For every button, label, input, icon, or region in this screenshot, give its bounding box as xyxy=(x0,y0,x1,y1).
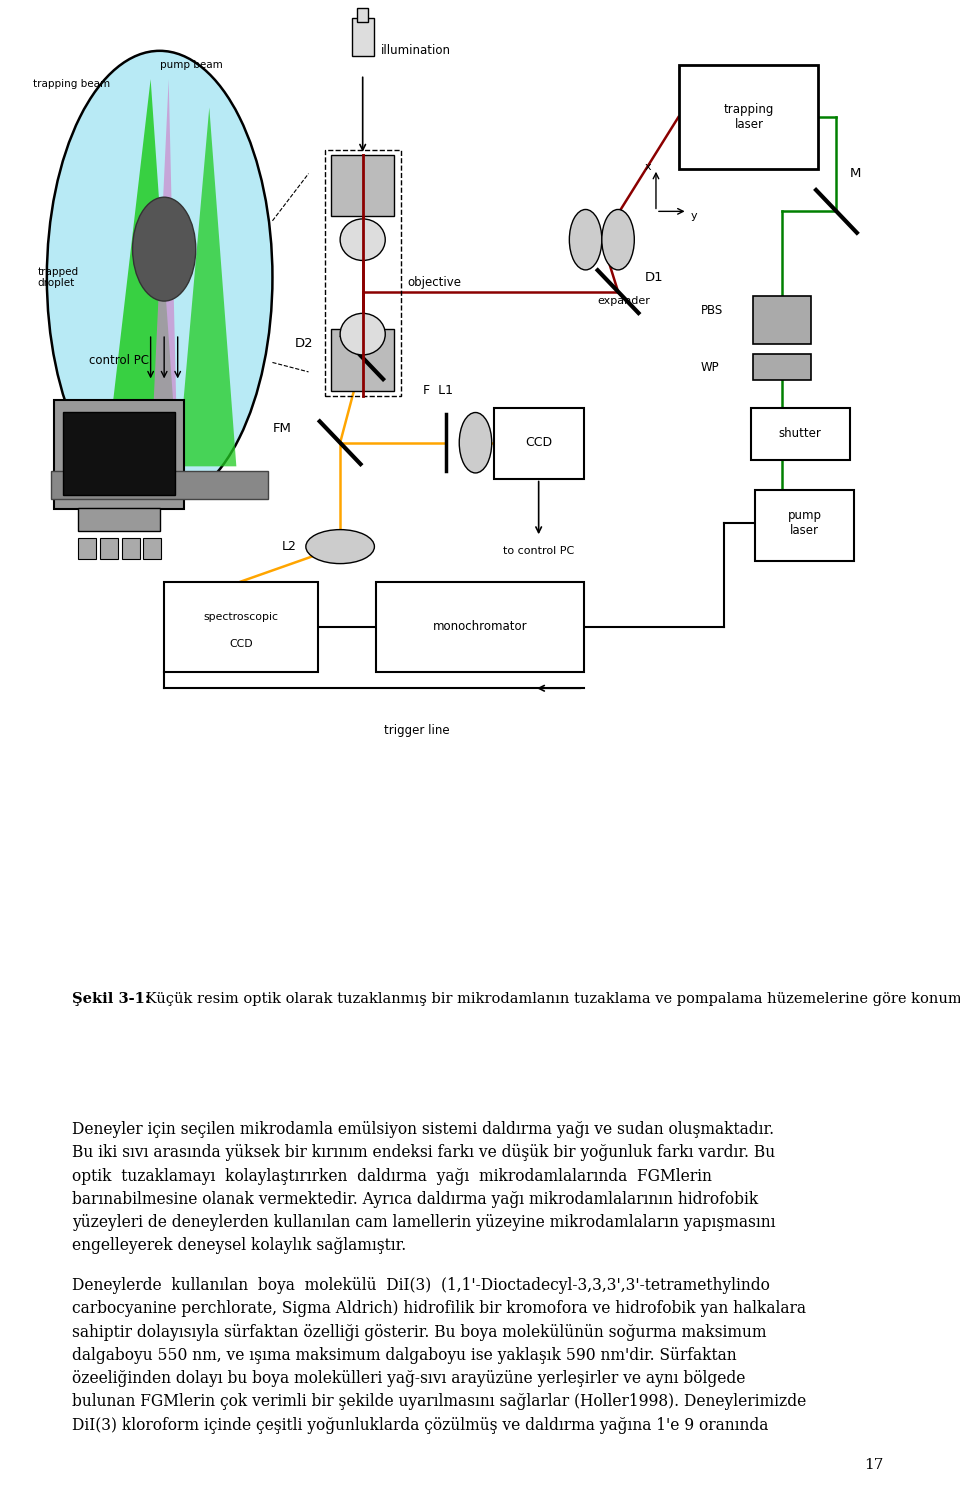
Text: D1: D1 xyxy=(645,271,663,283)
Ellipse shape xyxy=(459,412,492,474)
Text: sahiptir dolayısıyla sürfaktan özelliği gösterir. Bu boya molekülünün soğurma ma: sahiptir dolayısıyla sürfaktan özelliği … xyxy=(72,1324,766,1340)
Ellipse shape xyxy=(340,313,385,355)
Text: objective: objective xyxy=(408,276,462,289)
Text: dalgaboyu 550 nm, ve ışıma maksimum dalgaboyu ise yaklaşık 590 nm'dir. Sürfaktan: dalgaboyu 550 nm, ve ışıma maksimum dalg… xyxy=(72,1348,736,1364)
Text: trapped
droplet: trapped droplet xyxy=(37,267,79,288)
Bar xyxy=(51,471,268,499)
Bar xyxy=(63,412,175,495)
Text: control PC: control PC xyxy=(89,354,149,367)
Text: D2: D2 xyxy=(295,337,314,351)
Ellipse shape xyxy=(132,198,196,301)
Bar xyxy=(331,330,395,391)
Text: Şekil 3-1:: Şekil 3-1: xyxy=(72,992,151,1006)
Bar xyxy=(143,538,161,559)
Text: illumination: illumination xyxy=(381,45,451,57)
Text: özeeliğinden dolayı bu boya molekülleri yağ-sıvı arayüzüne yerleşirler ve aynı b: özeeliğinden dolayı bu boya molekülleri … xyxy=(72,1370,745,1387)
Text: y: y xyxy=(690,211,697,220)
Bar xyxy=(751,408,850,460)
Text: CCD: CCD xyxy=(525,436,552,450)
Text: to control PC: to control PC xyxy=(503,546,574,556)
Text: yüzeyleri de deneylerden kullanılan cam lamellerin yüzeyine mikrodamlaların yapı: yüzeyleri de deneylerden kullanılan cam … xyxy=(72,1214,776,1231)
Bar xyxy=(679,64,818,169)
Text: Deneyler için seçilen mikrodamla emülsiyon sistemi daldırma yağı ve sudan oluşma: Deneyler için seçilen mikrodamla emülsiy… xyxy=(72,1121,774,1138)
Text: expander: expander xyxy=(597,297,650,306)
Polygon shape xyxy=(151,79,178,466)
Ellipse shape xyxy=(602,210,635,270)
Text: FM: FM xyxy=(273,423,291,435)
Text: pump beam: pump beam xyxy=(159,60,223,70)
Text: WP: WP xyxy=(701,361,720,373)
Polygon shape xyxy=(106,79,178,466)
Text: Küçük resim optik olarak tuzaklanmış bir mikrodamlanın tuzaklama ve pompalama hü: Küçük resim optik olarak tuzaklanmış bir… xyxy=(141,992,960,1006)
Text: trigger line: trigger line xyxy=(384,724,449,738)
Bar xyxy=(754,354,811,381)
Text: pump
laser: pump laser xyxy=(788,510,822,537)
Bar xyxy=(79,508,159,531)
Text: monochromator: monochromator xyxy=(433,621,527,634)
Bar xyxy=(376,583,584,672)
Bar xyxy=(756,490,854,561)
Text: Bu iki sıvı arasında yüksek bir kırınım endeksi farkı ve düşük bir yoğunluk fark: Bu iki sıvı arasında yüksek bir kırınım … xyxy=(72,1145,775,1162)
Text: shutter: shutter xyxy=(779,427,822,439)
Text: trapping
laser: trapping laser xyxy=(724,103,774,130)
Text: L2: L2 xyxy=(281,540,297,553)
Text: trapping beam: trapping beam xyxy=(34,79,110,88)
Text: F  L1: F L1 xyxy=(423,384,453,397)
Bar xyxy=(100,538,118,559)
Text: carbocyanine perchlorate, Sigma Aldrich) hidrofilik bir kromofora ve hidrofobik : carbocyanine perchlorate, Sigma Aldrich)… xyxy=(72,1300,806,1318)
Bar xyxy=(324,150,400,396)
Text: CCD: CCD xyxy=(229,639,252,649)
Bar xyxy=(352,18,373,55)
Text: bulunan FGMlerin çok verimli bir şekilde uyarılmasını sağlarlar (Holler1998). De: bulunan FGMlerin çok verimli bir şekilde… xyxy=(72,1394,806,1411)
Text: engelleyerek deneysel kolaylık sağlamıştır.: engelleyerek deneysel kolaylık sağlamışt… xyxy=(72,1238,406,1255)
Text: M: M xyxy=(850,166,861,180)
Text: spectroscopic: spectroscopic xyxy=(204,613,278,622)
Bar xyxy=(122,538,140,559)
Text: 17: 17 xyxy=(864,1459,883,1472)
Ellipse shape xyxy=(47,51,273,504)
Bar xyxy=(54,400,184,508)
Text: barınabilmesine olanak vermektedir. Ayrıca daldırma yağı mikrodamlalarının hidro: barınabilmesine olanak vermektedir. Ayrı… xyxy=(72,1190,758,1208)
Bar xyxy=(357,9,368,22)
Polygon shape xyxy=(178,108,236,466)
Bar xyxy=(754,297,811,343)
Ellipse shape xyxy=(340,219,385,261)
Text: optik  tuzaklamayı  kolaylaştırırken  daldırma  yağı  mikrodamlalarında  FGMleri: optik tuzaklamayı kolaylaştırırken daldı… xyxy=(72,1168,712,1184)
Ellipse shape xyxy=(306,529,374,564)
Ellipse shape xyxy=(569,210,602,270)
Text: PBS: PBS xyxy=(701,304,723,316)
Bar xyxy=(164,583,318,672)
Bar xyxy=(493,408,584,478)
Bar xyxy=(331,154,395,216)
Text: Deneylerde  kullanılan  boya  molekülü  DiI(3)  (1,1'-Dioctadecyl-3,3,3',3'-tetr: Deneylerde kullanılan boya molekülü DiI(… xyxy=(72,1277,770,1294)
Text: DiI(3) kloroform içinde çeşitli yoğunluklarda çözülmüş ve daldırma yağına 1'e 9 : DiI(3) kloroform içinde çeşitli yoğunluk… xyxy=(72,1417,768,1433)
Text: x: x xyxy=(645,162,652,172)
Bar xyxy=(79,538,96,559)
